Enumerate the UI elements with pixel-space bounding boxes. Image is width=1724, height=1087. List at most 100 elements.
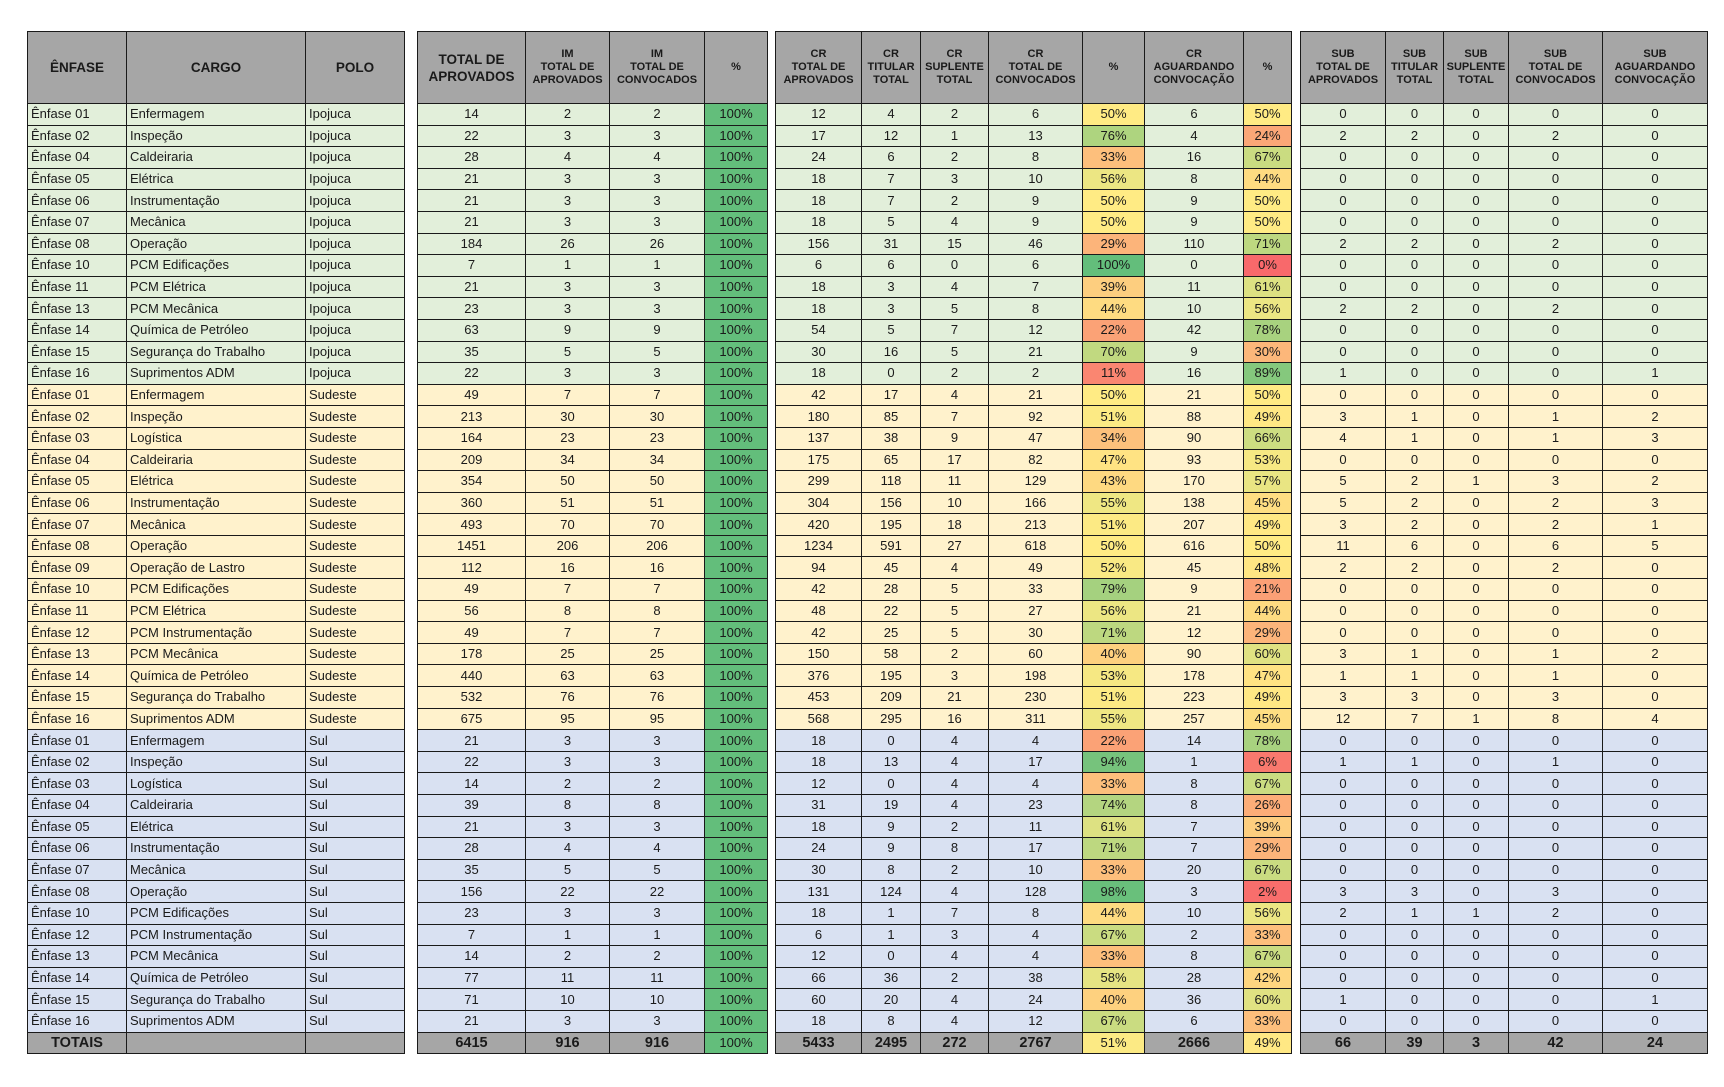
cell-sub-titular-total: 0 <box>1385 340 1444 364</box>
cell-total-aprovados: 23 <box>417 901 526 925</box>
cell-cr-total-aprovados: 18 <box>775 167 862 191</box>
cell-enfase: Ênfase 09 <box>27 556 127 580</box>
cell-total-aprovados: 156 <box>417 880 526 903</box>
table-row: 63 9 9 100% <box>417 318 768 342</box>
cell-sub-titular-total: 0 <box>1385 167 1444 191</box>
cell-cr-aguardando-percent: 89% <box>1243 362 1292 385</box>
cell-cr-suplente-total: 4 <box>920 794 989 817</box>
cell-cr-titular-total: 591 <box>861 534 921 558</box>
cell-im-percent: 100% <box>704 837 768 860</box>
table-row: 299 118 11 129 43% 170 57% <box>775 470 1292 493</box>
cell-enfase: Ênfase 16 <box>27 707 127 731</box>
cell-sub-total-convocados: 0 <box>1508 210 1603 234</box>
cell-cr-aguardando-percent: 50% <box>1243 189 1292 212</box>
cr-table: CR TOTAL DE APROVADOS CR TITULAR TOTAL CR SUPLE… <box>775 31 1292 1055</box>
cell-sub-total-convocados: 0 <box>1508 383 1603 407</box>
cell-sub-aguardando: 3 <box>1602 491 1708 515</box>
table-row: Ênfase 08 Operação Sul <box>27 880 405 903</box>
info-table: ÊNFASE CARGO POLO Ênfase 01 Enfermagem Ipojuc… <box>27 31 405 1055</box>
cell-im-total-aprovados: 26 <box>525 232 610 256</box>
cell-enfase: Ênfase 02 <box>27 124 127 148</box>
cell-polo: Sudeste <box>305 556 405 580</box>
cell-sub-titular-total: 0 <box>1385 858 1444 882</box>
cell-cr-total-convocados: 27 <box>988 599 1083 623</box>
cell-sub-titular-total: 0 <box>1385 837 1444 860</box>
cell-sub-titular-total: 1 <box>1385 405 1444 428</box>
table-row: 54 5 7 12 22% 42 78% <box>775 318 1292 342</box>
cell-cargo: Mecânica <box>126 210 306 234</box>
cell-sub-titular-total: 3 <box>1385 880 1444 903</box>
cell-cr-total-aprovados: 18 <box>775 297 862 320</box>
cell-cr-aguardando: 3 <box>1144 880 1244 903</box>
table-row: 28 4 4 100% <box>417 837 768 860</box>
table-row: Ênfase 05 Elétrica Ipojuca <box>27 167 405 191</box>
cell-im-total-aprovados: 3 <box>525 167 610 191</box>
cell-sub-suplente-total: 0 <box>1443 491 1509 515</box>
cell-cr-total-aprovados: 24 <box>775 146 862 169</box>
cell-sub-total-convocados: 0 <box>1508 794 1603 817</box>
cell-cr-aguardando-percent: 78% <box>1243 729 1292 752</box>
cell-cr-total-convocados: 24 <box>988 988 1083 1011</box>
cell-enfase: Ênfase 01 <box>27 729 127 752</box>
cell-cr-convocados-percent: 33% <box>1082 146 1145 169</box>
cell-sub-aguardando: 0 <box>1602 794 1708 817</box>
cell-sub-total-aprovados: 1 <box>1300 664 1386 688</box>
table-row: 175 65 17 82 47% 93 53% <box>775 448 1292 472</box>
cell-cargo: PCM Instrumentação <box>126 621 306 644</box>
cell-total-aprovados: 532 <box>417 686 526 709</box>
table-row: 22 3 3 100% <box>417 362 768 385</box>
header-row: CR TOTAL DE APROVADOS CR TITULAR TOTAL CR SUPLE… <box>775 31 1292 104</box>
cell-cr-total-aprovados: 48 <box>775 599 862 623</box>
cell-total-aprovados: 14 <box>417 772 526 795</box>
cell-im-total-aprovados: 4 <box>525 146 610 169</box>
cell-total-aprovados: 21 <box>417 729 526 752</box>
cell-im-percent: 100% <box>704 729 768 752</box>
cell-sub-titular-total: 1 <box>1385 750 1444 774</box>
cell-cr-aguardando: 16 <box>1144 146 1244 169</box>
table-row: 532 76 76 100% <box>417 686 768 709</box>
cell-sub-titular-total: 0 <box>1385 210 1444 234</box>
cell-cr-suplente-total: 4 <box>920 729 989 752</box>
table-row: Ênfase 10 PCM Edificações Ipojuca <box>27 254 405 277</box>
cell-cr-convocados-percent: 55% <box>1082 491 1145 515</box>
cell-im-total-aprovados: 3 <box>525 124 610 148</box>
cell-enfase: Ênfase 11 <box>27 275 127 299</box>
cell-sub-aguardando: 0 <box>1602 210 1708 234</box>
cell-polo: Sul <box>305 750 405 774</box>
cell-im-total-convocados: 26 <box>609 232 705 256</box>
cell-enfase: Ênfase 13 <box>27 642 127 666</box>
cell-enfase: Ênfase 16 <box>27 1009 127 1033</box>
cell-sub-aguardando: 3 <box>1602 426 1708 450</box>
cell-im-total-aprovados: 10 <box>525 988 610 1011</box>
cell-enfase: Ênfase 04 <box>27 448 127 472</box>
cell-cr-titular-total: 209 <box>861 686 921 709</box>
cell-im-total-convocados: 95 <box>609 707 705 731</box>
cell-sub-titular-total: 0 <box>1385 362 1444 385</box>
cell-polo: Sul <box>305 837 405 860</box>
cell-cr-total-convocados: 4 <box>988 729 1083 752</box>
cell-cargo: Suprimentos ADM <box>126 362 306 385</box>
table-row: 18 8 4 12 67% 6 33% <box>775 1009 1292 1033</box>
table-row: Ênfase 15 Segurança do Trabalho Sul <box>27 988 405 1011</box>
cell-cr-convocados-percent: 79% <box>1082 578 1145 601</box>
cell-cr-total-convocados: 7 <box>988 275 1083 299</box>
cell-cr-convocados-percent: 43% <box>1082 470 1145 493</box>
cell-im-total-aprovados: 5 <box>525 340 610 364</box>
cell-cr-total-convocados: 213 <box>988 513 1083 536</box>
cell-cr-suplente-total: 3 <box>920 167 989 191</box>
total-sub-total-aprovados: 66 <box>1300 1031 1386 1055</box>
cell-cr-total-convocados: 9 <box>988 189 1083 212</box>
cell-sub-suplente-total: 0 <box>1443 513 1509 536</box>
cell-cr-suplente-total: 5 <box>920 340 989 364</box>
cell-sub-aguardando: 0 <box>1602 858 1708 882</box>
cell-sub-titular-total: 0 <box>1385 146 1444 169</box>
cell-sub-total-convocados: 1 <box>1508 642 1603 666</box>
cell-sub-total-convocados: 0 <box>1508 275 1603 299</box>
cell-cr-total-convocados: 10 <box>988 858 1083 882</box>
